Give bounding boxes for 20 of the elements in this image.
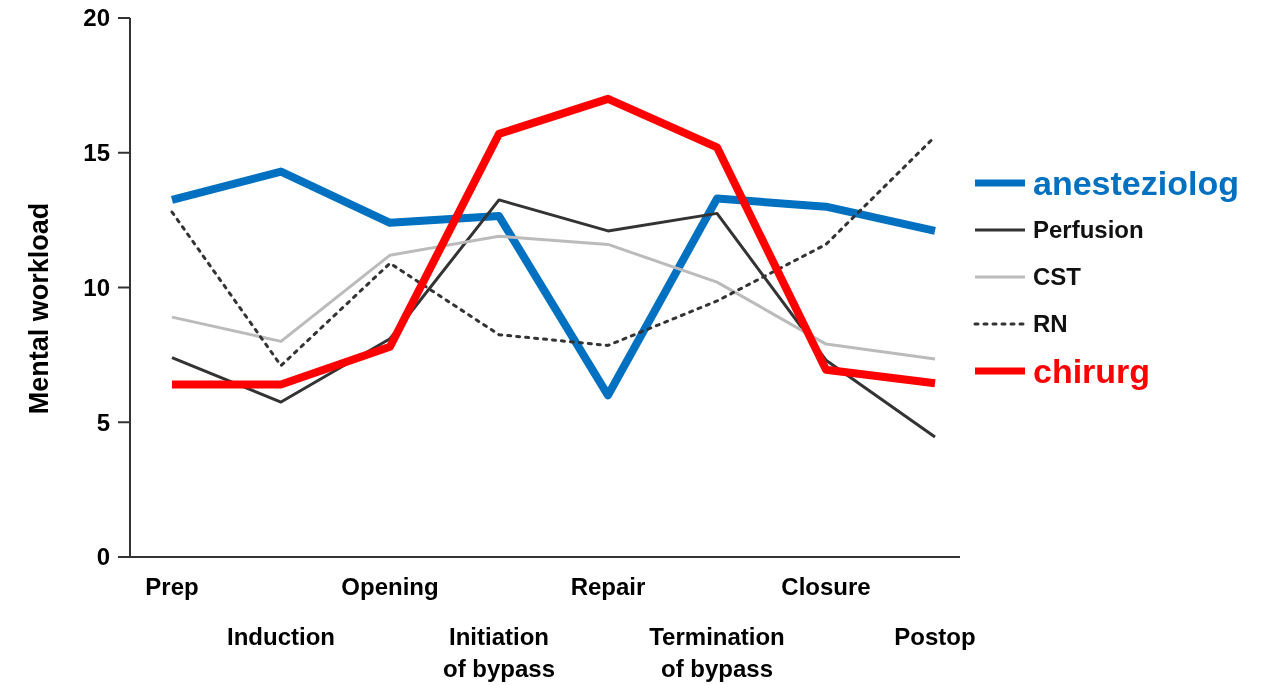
x-tick-label: Repair [570, 573, 646, 600]
legend-label: Perfusion [1033, 216, 1144, 244]
y-tick-label: 0 [96, 543, 110, 571]
y-tick-label: 20 [83, 4, 110, 32]
legend-label: CST [1033, 263, 1082, 291]
x-tick-label: Termination of bypass [649, 623, 785, 682]
x-tick-label: Prep [145, 573, 199, 600]
x-tick-label: Initiation of bypass [442, 623, 556, 682]
legend-label: chirurg [1033, 351, 1151, 390]
x-tick-label: Postop [894, 623, 976, 650]
y-axis-title: Mental workload [24, 202, 54, 415]
x-tick-label: Opening [341, 573, 439, 600]
legend-label: anesteziolog [1033, 163, 1239, 202]
y-tick-label: 10 [83, 273, 110, 301]
y-tick-label: 15 [83, 139, 110, 167]
line-series [170, 234, 937, 361]
x-tick-label: Closure [781, 573, 871, 600]
x-tick-label: Induction [227, 623, 335, 650]
y-tick-label: 5 [96, 408, 110, 436]
legend-label: RN [1033, 310, 1068, 338]
